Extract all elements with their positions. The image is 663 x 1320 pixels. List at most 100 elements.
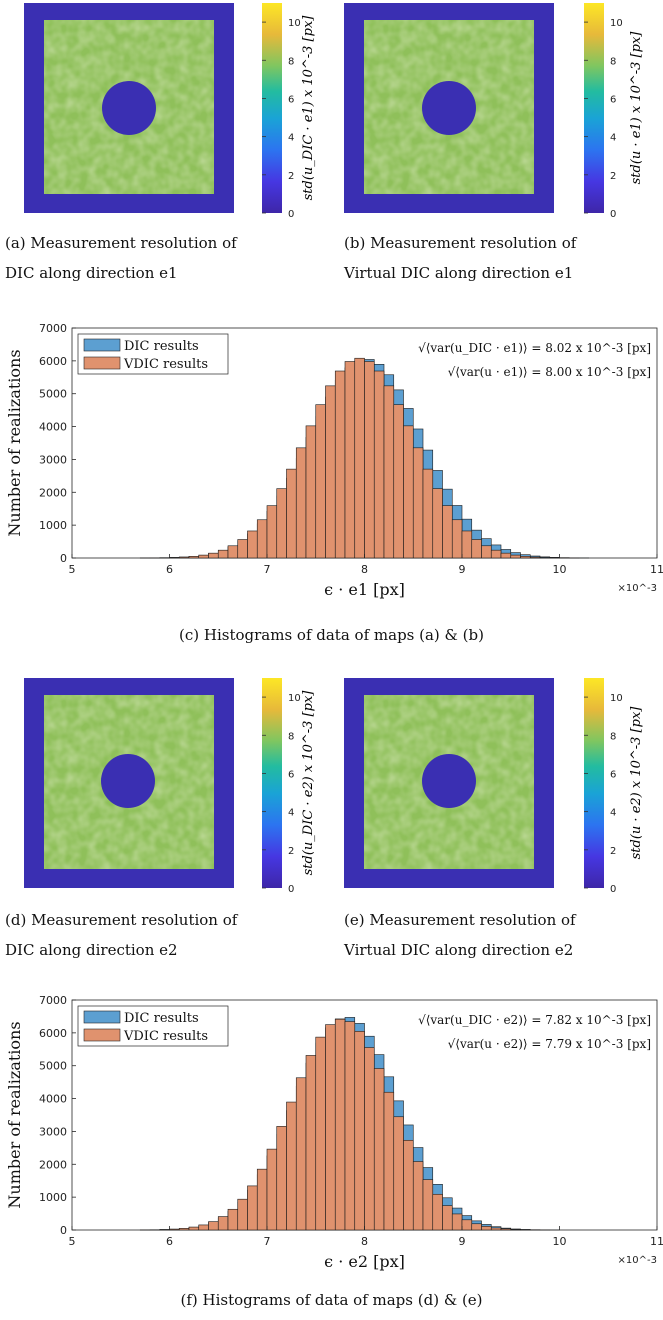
bar <box>315 1036 326 1231</box>
x-tick-label: 9 <box>459 563 466 576</box>
colorbar-tick-label: 0 <box>288 884 294 895</box>
caption-b-line1: (b) Measurement resolution of <box>344 234 577 252</box>
caption-e-line2: Virtual DIC along direction e2 <box>344 941 574 959</box>
bar <box>539 557 551 559</box>
y-tick-label: 5000 <box>39 1060 67 1073</box>
bar <box>334 1018 346 1231</box>
bar <box>373 1068 385 1231</box>
bar <box>393 1116 404 1231</box>
colorbar-tick-label: 6 <box>288 94 294 105</box>
bar <box>178 1228 190 1231</box>
bar <box>354 357 365 559</box>
y-tick-label: 3000 <box>39 453 67 466</box>
map-hole <box>102 81 156 135</box>
map-hole <box>422 754 476 808</box>
y-tick-label: 3000 <box>39 1125 67 1138</box>
x-tick-label: 6 <box>166 1235 173 1248</box>
colorbar-tick-label: 2 <box>610 171 616 182</box>
x-tick-label: 5 <box>69 563 76 576</box>
colorbar-tick-label: 6 <box>610 94 616 105</box>
colorbar-tick-label: 10 <box>610 18 623 29</box>
x-tick-label: 11 <box>650 563 663 576</box>
map-a: 0 2 4 6 8 10 std(u_DIC · e1) x 10^-3 [px] <box>24 3 316 220</box>
colorbar-ticks: 0 2 4 6 8 10 <box>584 18 623 220</box>
annotation: √⟨var(u_DIC · e1)⟩ = 8.02 x 10^-3 [px] <box>418 341 651 355</box>
histogram-c: 5 6 7 8 9 10 11 0 1000 2000 3000 4000 5000 6000 7000 ϵ … <box>5 322 663 599</box>
bar <box>510 554 521 559</box>
legend: DIC results VDIC results <box>77 333 229 375</box>
bar <box>344 361 356 559</box>
annotation: √⟨var(u · e1)⟩ = 8.00 x 10^-3 [px] <box>448 365 651 379</box>
legend-label: DIC results <box>124 339 199 354</box>
bar <box>451 519 463 559</box>
annotation: √⟨var(u · e2)⟩ = 7.79 x 10^-3 [px] <box>448 1037 651 1051</box>
bar <box>451 1213 463 1231</box>
colorbar-tick-label: 2 <box>288 846 294 857</box>
bar <box>373 370 385 559</box>
bar <box>256 519 268 559</box>
bar <box>247 530 258 559</box>
bar <box>169 557 180 559</box>
colorbar-tick-label: 4 <box>610 808 616 819</box>
bar <box>237 539 248 559</box>
x-multiplier: ×10^-3 <box>618 1255 657 1266</box>
colorbar-tick-label: 10 <box>610 693 623 704</box>
map-panel-e: 0 2 4 6 8 10 std(u · e2) x 10^-3 [px] <box>322 675 644 905</box>
bar <box>412 447 424 559</box>
bar <box>208 1221 219 1231</box>
bar <box>198 554 209 559</box>
bar <box>490 1227 502 1231</box>
y-tick-label: 7000 <box>39 322 67 335</box>
caption-d: (d) Measurement resolution of DIC along … <box>5 905 325 965</box>
y-tick-label: 4000 <box>39 421 67 434</box>
bar <box>325 1024 336 1231</box>
map-panel-a: 0 2 4 6 8 10 std(u_DIC · e1) x 10^-3 [px] <box>0 0 320 230</box>
y-tick-label: 4000 <box>39 1093 67 1106</box>
map-hole <box>422 81 476 135</box>
x-tick-label: 8 <box>361 1235 368 1248</box>
bar <box>188 1226 200 1231</box>
legend-swatch <box>83 1028 121 1042</box>
legend-label: VDIC results <box>123 1029 208 1044</box>
x-tick-label: 9 <box>459 1235 466 1248</box>
bar <box>227 1208 239 1231</box>
y-tick-label: 2000 <box>39 486 67 499</box>
bar <box>442 505 453 559</box>
bar <box>178 556 190 559</box>
colorbar-tick-label: 10 <box>288 18 301 29</box>
bar <box>169 1228 180 1231</box>
caption-d-line2: DIC along direction e2 <box>5 941 178 959</box>
bar <box>481 1226 492 1231</box>
bar <box>305 1055 317 1231</box>
map-panel-b: 0 2 4 6 8 10 std(u · e1) x 10^-3 [px] <box>322 0 644 230</box>
bar <box>334 370 346 559</box>
map-panel-d: 0 2 4 6 8 10 std(u_DIC · e2) x 10^-3 [px] <box>0 675 320 905</box>
map-hole <box>101 754 155 808</box>
bar <box>354 1031 365 1231</box>
series-vdic <box>139 1018 551 1231</box>
bar <box>305 425 317 559</box>
bar <box>286 468 297 559</box>
bar <box>461 1219 473 1231</box>
map-b: 0 2 4 6 8 10 std(u · e1) x 10^-3 [px] <box>344 3 644 220</box>
bar <box>344 1021 356 1231</box>
colorbar-label: std(u_DIC · e1) x 10^-3 [px] <box>301 15 316 201</box>
x-tick-label: 5 <box>69 1235 76 1248</box>
x-tick-label: 11 <box>650 1235 663 1248</box>
caption-f: (f) Histograms of data of maps (d) & (e) <box>180 1291 483 1309</box>
map-e: 0 2 4 6 8 10 std(u · e2) x 10^-3 [px] <box>344 678 644 895</box>
bar <box>227 545 239 559</box>
legend-label: DIC results <box>124 1011 199 1026</box>
bar <box>510 1229 521 1231</box>
bar <box>393 404 404 559</box>
colorbar-tick-label: 2 <box>610 846 616 857</box>
caption-a-line2: DIC along direction e1 <box>5 264 178 282</box>
y-axis-label: Number of realizations <box>5 349 24 536</box>
caption-b-line2: Virtual DIC along direction e1 <box>344 264 574 282</box>
colorbar-tick-label: 6 <box>610 769 616 780</box>
bar <box>461 530 473 559</box>
colorbar-label: std(u · e2) x 10^-3 [px] <box>629 706 644 860</box>
caption-a-line1: (a) Measurement resolution of <box>5 234 237 252</box>
bar <box>442 1205 453 1231</box>
bar <box>529 556 541 559</box>
